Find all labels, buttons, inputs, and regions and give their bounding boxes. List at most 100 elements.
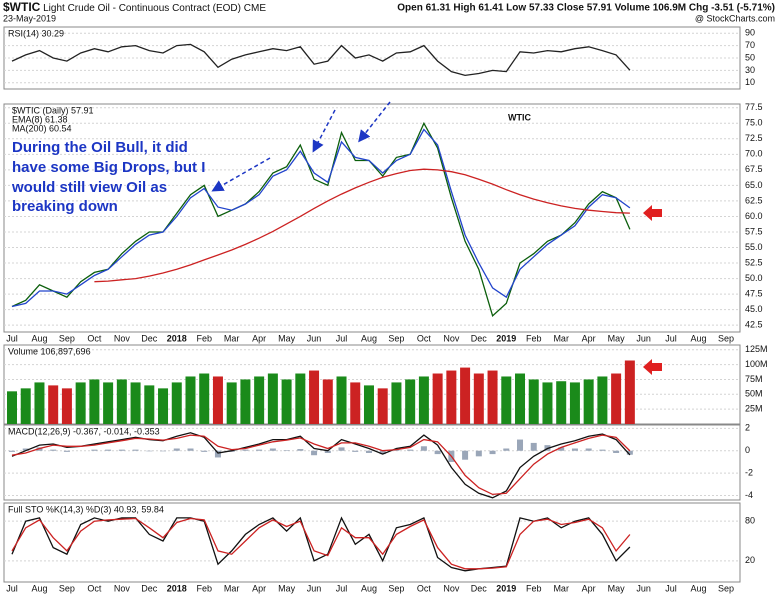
x-tick-label: 2019 [496,333,516,343]
header-quote: Open 61.31 High 61.41 Low 57.33 Close 57… [397,3,775,14]
y-tick-label: 60.0 [745,211,763,221]
series-line [11,432,631,499]
x-tick-label: Jun [636,583,651,593]
bar [254,376,265,424]
x-tick-label: Oct [87,583,102,593]
y-tick-label: 75.0 [745,118,763,128]
arrow [312,109,336,153]
y-tick-label: 0 [745,445,750,455]
x-tick-label: Sep [718,333,734,343]
x-tick-label: Jul [6,333,18,343]
bar [556,381,567,424]
x-tick-label: Mar [224,583,240,593]
x-tick-label: Dec [471,583,488,593]
x-tick-label: 2018 [167,583,187,593]
bar [420,446,427,451]
arrow [211,157,271,192]
x-tick-label: Mar [224,333,240,343]
bar [475,450,482,457]
x-tick-label: Aug [690,333,706,343]
x-tick-label: Apr [582,583,596,593]
bar [144,385,155,424]
bar [391,382,402,424]
bar [22,448,29,451]
x-tick-label: 2019 [496,583,516,593]
bar [501,376,512,424]
bar [297,449,304,451]
y-tick-label: 77.5 [745,102,763,112]
bar [226,382,237,424]
bar [626,450,633,455]
panel-title: Volume 106,897,696 [8,346,91,356]
y-tick-label: 90 [745,28,755,38]
bar [599,449,606,451]
bar [160,450,167,452]
x-tick-label: May [278,583,296,593]
bar [256,449,263,451]
y-tick-label: 52.5 [745,257,763,267]
panel [3,424,741,501]
bar [130,382,141,424]
bar [446,370,457,424]
bar [322,379,333,424]
y-tick-label: 125M [745,344,768,354]
bar [309,370,320,424]
x-tick-label: Feb [526,333,542,343]
bar [199,373,210,424]
x-tick-label: Apr [252,333,266,343]
watermark: WTIC [508,112,531,122]
x-tick-label: Feb [526,583,542,593]
panel-title: MACD(12,26,9) -0.367, -0.014, -0.353 [8,426,160,436]
bar [489,450,496,455]
bar [50,449,57,451]
bar [613,450,620,453]
bar [9,450,15,452]
bar [281,379,292,424]
source: @ StockCharts.com [695,13,775,23]
bar [269,448,276,451]
bar [214,450,221,458]
bar [583,379,594,424]
x-tick-label: Jun [307,583,322,593]
bar [103,382,114,424]
bar [118,449,125,451]
x-tick-label: Sep [388,583,404,593]
y-tick-label: 10 [745,77,755,87]
bar [173,448,180,451]
annotation-line: breaking down [12,198,118,215]
bar [379,450,386,455]
bar [405,379,416,424]
y-tick-label: 57.5 [745,226,763,236]
series-line [11,121,631,317]
bar [311,450,318,456]
red-arrow [643,205,662,221]
y-tick-label: 75M [745,374,763,384]
x-tick-label: Apr [252,583,266,593]
panel-title: Full STO %K(14,3) %D(3) 40.93, 59.84 [8,504,164,514]
y-tick-label: 42.5 [745,320,763,330]
legend-entry: EMA(8) 61.38 [12,114,68,124]
y-tick-label: 70 [745,40,755,50]
bar [242,449,249,451]
bar [462,450,469,460]
bar [597,376,608,424]
x-tick-label: Jul [665,333,677,343]
panels: 10 30 50 70 90 RSI(14) 30.29 42.5 45.0 47.5 50.0 5… [3,26,768,593]
bar [571,448,578,451]
x-tick-label: Nov [114,333,131,343]
y-tick-label: -4 [745,490,753,500]
header-title: $WTIC Light Crude Oil - Continuous Contr… [3,0,266,14]
y-tick-label: 45.0 [745,304,763,314]
bar [585,448,592,451]
x-tick-label: May [608,583,626,593]
legend-entry: MA(200) 60.54 [12,123,72,133]
bar [542,382,553,424]
bar [185,376,196,424]
y-tick-label: 65.0 [745,180,763,190]
annotation-line: During the Oil Bull, it did [12,139,188,156]
bar [503,448,510,451]
bar [132,449,139,451]
x-tick-label: Oct [417,583,432,593]
bar [116,379,127,424]
x-tick-label: Aug [31,583,47,593]
